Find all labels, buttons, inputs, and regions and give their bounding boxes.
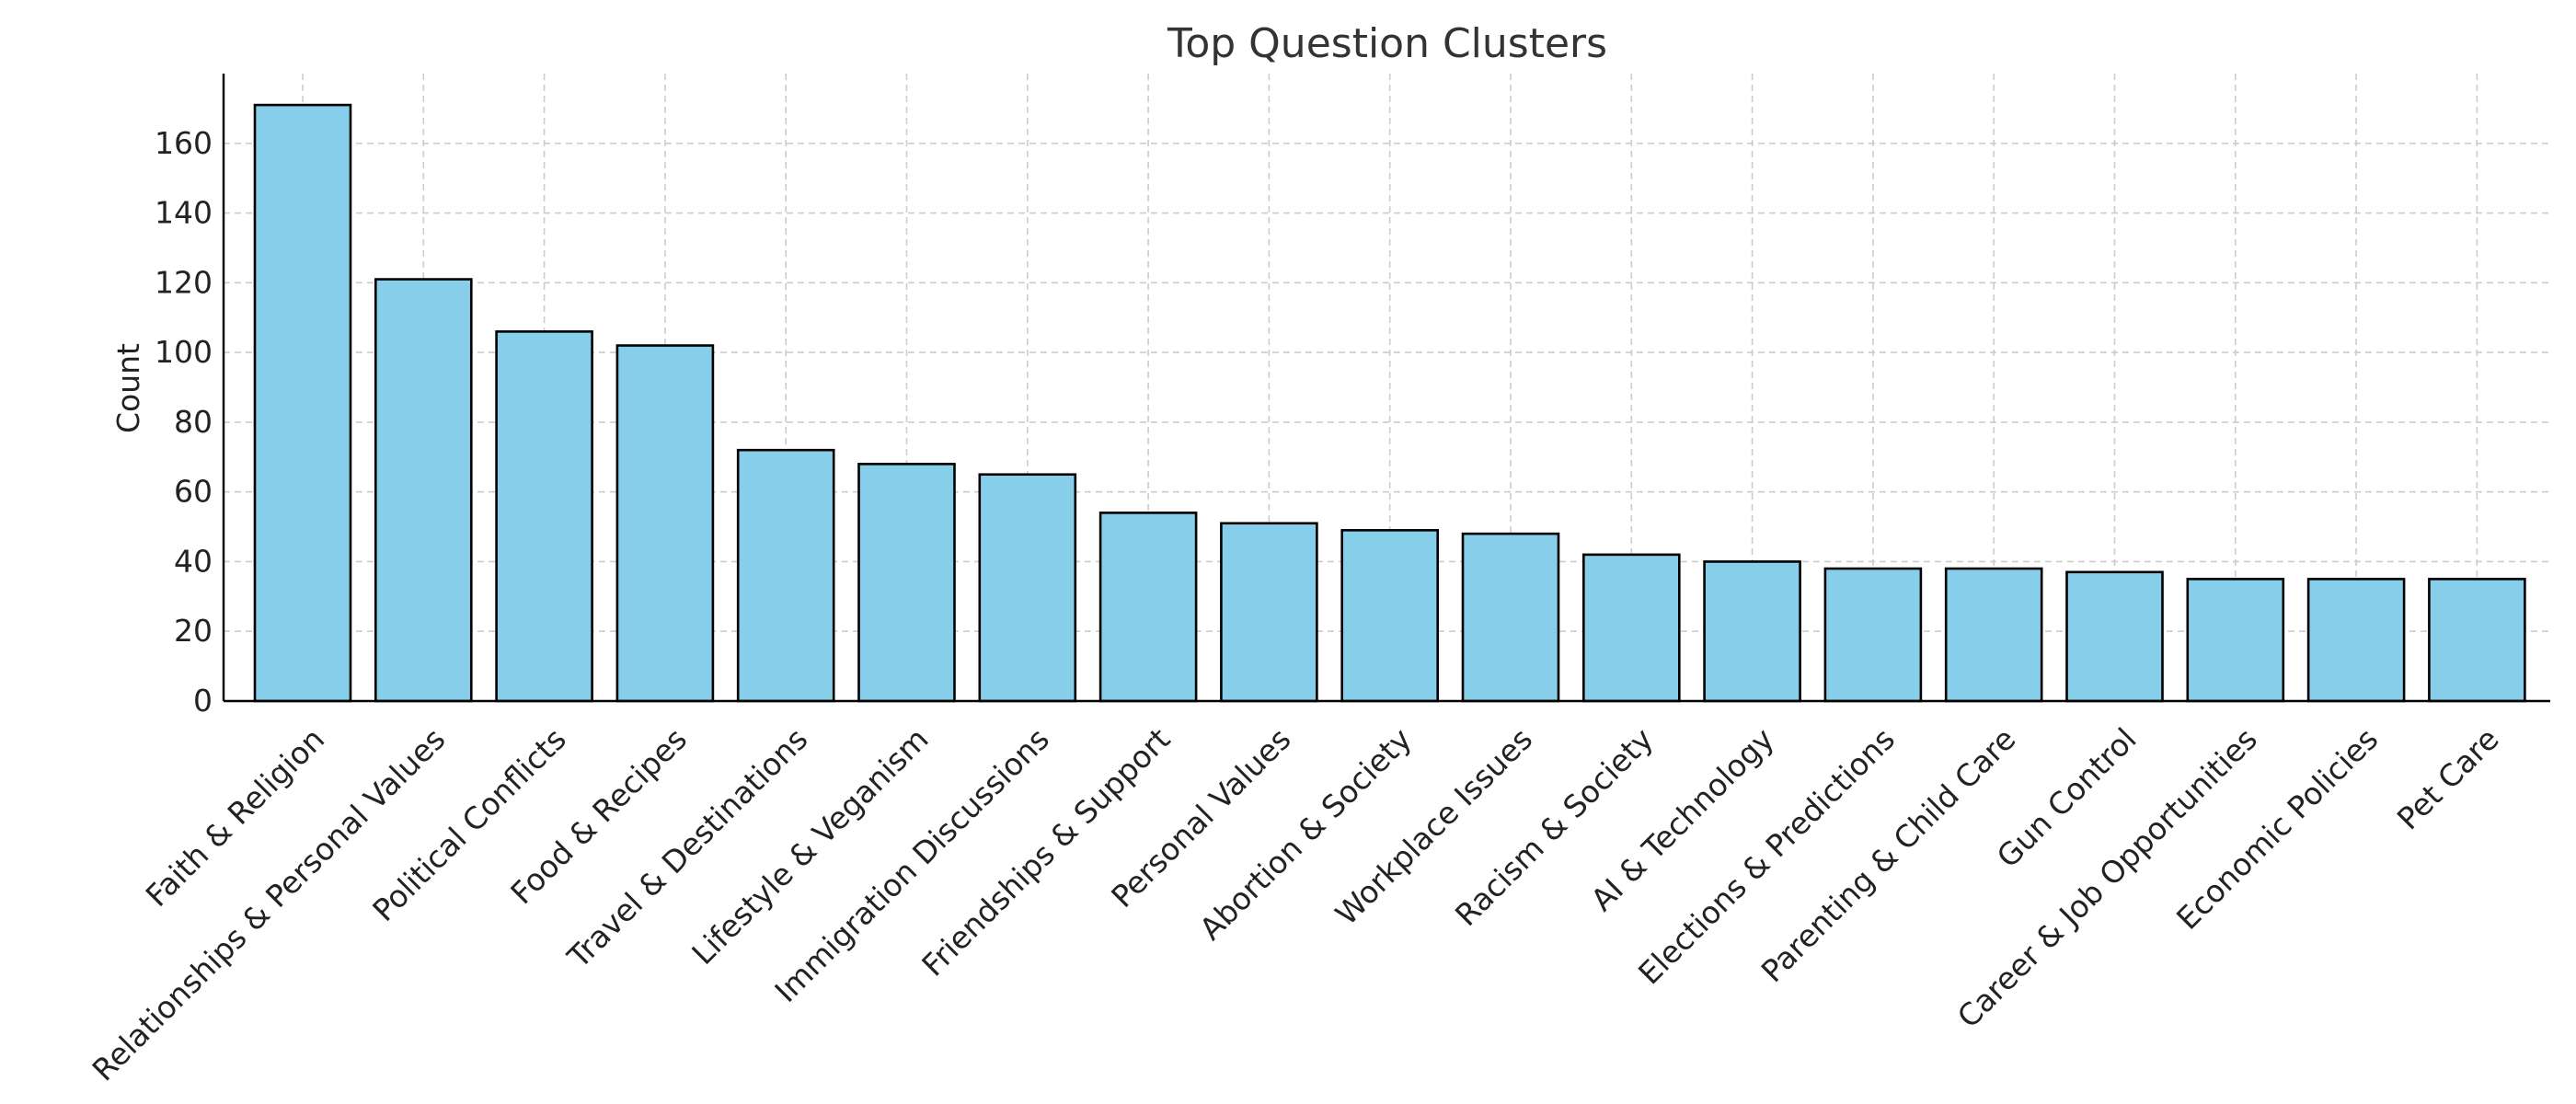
x-category-label: Economic Policies [2169, 721, 2385, 937]
y-tick-label: 80 [174, 404, 213, 440]
x-category-label: Abortion & Society [1192, 721, 1419, 948]
axes [222, 74, 2550, 703]
bar [736, 448, 835, 703]
bar [2186, 578, 2285, 703]
y-tick-label: 140 [155, 195, 213, 231]
x-category-label: Parenting & Child Care [1754, 721, 2023, 990]
bar [2306, 578, 2406, 703]
bar [1461, 532, 1560, 703]
y-tick-label: 100 [155, 334, 213, 370]
chart-title: Top Question Clusters [1167, 20, 1607, 67]
x-category-label: Racism & Society [1448, 721, 1661, 934]
bar [2065, 570, 2164, 703]
x-category-label: Lifestyle & Veganism [684, 721, 935, 972]
bar [1220, 522, 1318, 703]
bar [1582, 553, 1681, 703]
bars [253, 103, 2526, 703]
bar [1823, 567, 1923, 703]
y-tick-label: 40 [174, 543, 213, 579]
bar [253, 103, 352, 703]
bar [1340, 529, 1439, 703]
y-tick-label: 160 [155, 125, 213, 161]
bar [1098, 512, 1198, 703]
bar [374, 278, 473, 703]
bar [615, 344, 715, 703]
y-tick-label: 120 [155, 264, 213, 300]
bar [495, 330, 593, 703]
y-tick-label: 20 [174, 613, 213, 649]
bar [857, 463, 956, 703]
bar [1703, 560, 1801, 703]
bar [2428, 578, 2526, 703]
y-tick-label: 60 [174, 474, 213, 510]
x-category-label: Pet Care [2390, 721, 2506, 837]
bar [1944, 567, 2043, 703]
x-category-label: Friendships & Support [914, 721, 1177, 983]
bar [978, 473, 1077, 703]
x-category-label: Travel & Destinations [560, 721, 815, 976]
y-axis-ticks: 0 20 40 60 80 100 120 140 160 [155, 125, 213, 719]
x-category-label: Workplace Issues [1328, 721, 1539, 932]
y-tick-label: 0 [193, 683, 213, 719]
y-axis-label: Count [110, 343, 146, 433]
